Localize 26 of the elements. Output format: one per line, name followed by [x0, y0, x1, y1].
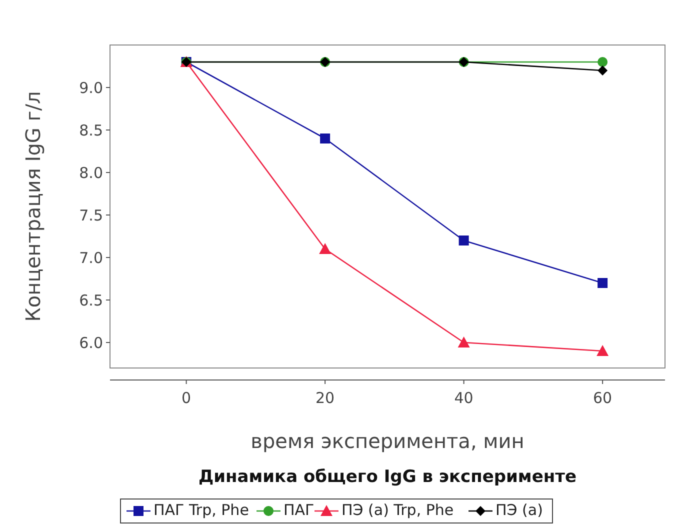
- x-tick-label: 20: [316, 389, 335, 407]
- legend-label: ПЭ (а): [496, 501, 543, 519]
- legend-label: ПАГ Trp, Phe: [154, 501, 249, 519]
- y-tick-label: 6.0: [79, 334, 103, 352]
- legend-label: ПЭ (а) Trp, Phe: [342, 501, 454, 519]
- y-tick-label: 6.5: [79, 291, 103, 310]
- y-tick-label: 8.0: [79, 164, 103, 182]
- point: [596, 345, 609, 356]
- x-axis-title: время эксперимента, мин: [250, 429, 524, 453]
- x-tick-label: 0: [182, 389, 192, 407]
- y-axis-title: Концентрация IgG г/л: [21, 91, 45, 322]
- text: Динамика общего IgG в эксперименте: [198, 467, 577, 487]
- y-tick-label: 8.5: [79, 121, 103, 140]
- point: [598, 278, 608, 288]
- point: [319, 243, 332, 254]
- point: [458, 236, 469, 246]
- x-tick-label: 60: [593, 389, 612, 407]
- y-tick-label: 7.0: [79, 248, 103, 267]
- y-tick-label: 9.0: [79, 78, 103, 97]
- x-tick-label: 40: [454, 389, 474, 407]
- point: [598, 57, 608, 67]
- legend-label: ПАГ: [284, 501, 314, 519]
- point: [458, 336, 470, 348]
- point: [598, 66, 608, 76]
- point: [320, 134, 330, 144]
- y-tick-label: 7.5: [79, 206, 103, 224]
